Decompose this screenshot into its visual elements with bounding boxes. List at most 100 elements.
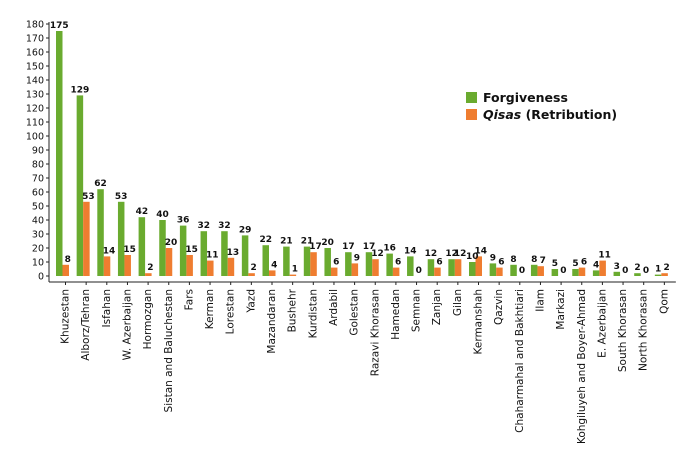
- x-tick-label: Alborz/Tehran: [80, 289, 92, 361]
- data-label-qisas: 6: [436, 258, 442, 268]
- bar-forgiveness: [613, 271, 621, 276]
- x-tick-label: Ardabil: [328, 289, 340, 326]
- x-tick-label: Semnan: [411, 289, 423, 332]
- data-label-qisas: 0: [416, 266, 422, 276]
- bar-qisas: [124, 255, 131, 276]
- bar-qisas: [62, 264, 69, 276]
- data-label-forgiveness: 53: [115, 192, 128, 202]
- bar-forgiveness: [572, 269, 579, 276]
- bar-qisas: [599, 260, 606, 276]
- x-tick-label: Kohgiluyeh and Boyer-Ahmad: [576, 289, 588, 444]
- data-label-qisas: 8: [65, 255, 71, 265]
- bar-forgiveness: [386, 253, 393, 276]
- data-label-qisas: 6: [498, 258, 504, 268]
- x-tick-label: Sistan and Baluchestan: [163, 289, 175, 412]
- data-label-qisas: 0: [519, 266, 525, 276]
- x-tick-label: Mazandaran: [266, 289, 278, 354]
- x-tick-label: Qom: [658, 289, 670, 314]
- data-label-qisas: 2: [147, 263, 153, 273]
- bar-qisas: [165, 248, 173, 276]
- data-label-forgiveness: 12: [425, 249, 438, 259]
- data-label-forgiveness: 36: [177, 216, 190, 226]
- data-label-qisas: 17: [309, 242, 322, 252]
- data-label-qisas: 4: [271, 260, 277, 270]
- y-tick-label: 110: [26, 117, 44, 128]
- y-tick-label: 0: [38, 271, 44, 282]
- legend-item-forgiveness: Forgiveness: [466, 89, 617, 106]
- y-tick-label: 100: [26, 131, 44, 142]
- x-tick-label: Khuzestan: [60, 289, 72, 344]
- bar-forgiveness: [510, 264, 517, 276]
- x-tick-label: Gilan: [452, 289, 464, 316]
- bar-qisas: [186, 255, 193, 276]
- data-label-qisas: 6: [395, 258, 401, 268]
- bar-forgiveness: [469, 262, 476, 276]
- bar-qisas: [145, 273, 152, 276]
- data-label-qisas: 20: [165, 238, 178, 248]
- data-label-forgiveness: 4: [593, 260, 599, 270]
- y-axis: 0 10 20 30 40 50 60 70 80 90 100 110 120 130 140 150 160…: [26, 19, 50, 282]
- data-label-forgiveness: 20: [321, 238, 334, 248]
- bar-forgiveness: [179, 225, 187, 276]
- bar-forgiveness: [345, 252, 352, 276]
- bar-forgiveness: [56, 31, 63, 276]
- bar-forgiveness: [76, 95, 84, 277]
- data-label-forgiveness: 14: [404, 246, 417, 256]
- bar-qisas: [248, 273, 255, 276]
- bar-forgiveness: [241, 235, 249, 276]
- bar-forgiveness: [303, 246, 311, 276]
- data-label-qisas: 0: [560, 266, 566, 276]
- legend-swatch-forgiveness: [466, 92, 477, 103]
- legend-label-qisas: Qisas: [483, 107, 522, 122]
- y-tick-label: 80: [32, 159, 44, 170]
- data-label-forgiveness: 29: [239, 225, 252, 235]
- x-tick-label: Ilam: [534, 289, 546, 312]
- bar-forgiveness: [117, 201, 125, 276]
- data-label-forgiveness: 129: [71, 85, 90, 95]
- bar-qisas: [454, 259, 462, 276]
- data-label-forgiveness: 12: [445, 249, 458, 259]
- bar-qisas: [269, 270, 276, 276]
- data-label-qisas: 2: [663, 263, 669, 273]
- y-tick-label: 140: [26, 75, 44, 86]
- x-tick-label: North Khorasan: [638, 289, 650, 371]
- bar-qisas: [578, 267, 586, 276]
- data-label-qisas: 14: [474, 246, 487, 256]
- bars: [56, 31, 668, 277]
- bar-qisas: [351, 263, 359, 276]
- bar-forgiveness: [427, 259, 435, 276]
- bar-forgiveness: [365, 252, 373, 276]
- data-label-forgiveness: 32: [218, 221, 231, 231]
- x-tick-label: Chaharmahal and Bakhtiari: [514, 289, 526, 433]
- x-tick-label: Kurdistan: [307, 289, 319, 338]
- data-label-forgiveness: 175: [50, 21, 69, 31]
- data-label-forgiveness: 8: [510, 255, 516, 265]
- legend-label-forgiveness: Forgiveness: [483, 90, 568, 105]
- data-label-forgiveness: 17: [342, 242, 355, 252]
- y-tick-label: 180: [26, 19, 44, 30]
- data-label-forgiveness: 17: [363, 242, 376, 252]
- data-label-qisas: 11: [598, 251, 611, 261]
- bar-forgiveness: [551, 269, 559, 276]
- bar-qisas: [372, 259, 379, 276]
- data-label-qisas: 13: [227, 248, 240, 258]
- data-label-qisas: 53: [82, 192, 95, 202]
- y-tick-label: 20: [32, 243, 44, 254]
- bar-qisas: [310, 252, 317, 276]
- bar-forgiveness: [262, 245, 269, 276]
- bar-qisas: [661, 273, 668, 276]
- data-label-forgiveness: 22: [259, 235, 272, 245]
- data-label-forgiveness: 40: [156, 210, 169, 220]
- bar-qisas: [475, 256, 482, 276]
- data-label-qisas: 0: [622, 266, 628, 276]
- bar-qisas: [434, 267, 441, 276]
- data-label-qisas: 12: [371, 249, 384, 259]
- legend-label-retribution: (Retribution): [521, 107, 618, 122]
- x-tick-label: Yazd: [245, 289, 257, 314]
- bar-forgiveness: [489, 263, 497, 276]
- data-label-forgiveness: 9: [490, 253, 496, 263]
- data-label-forgiveness: 16: [383, 244, 396, 254]
- y-tick-label: 150: [26, 61, 44, 72]
- data-label-qisas: 9: [354, 253, 360, 263]
